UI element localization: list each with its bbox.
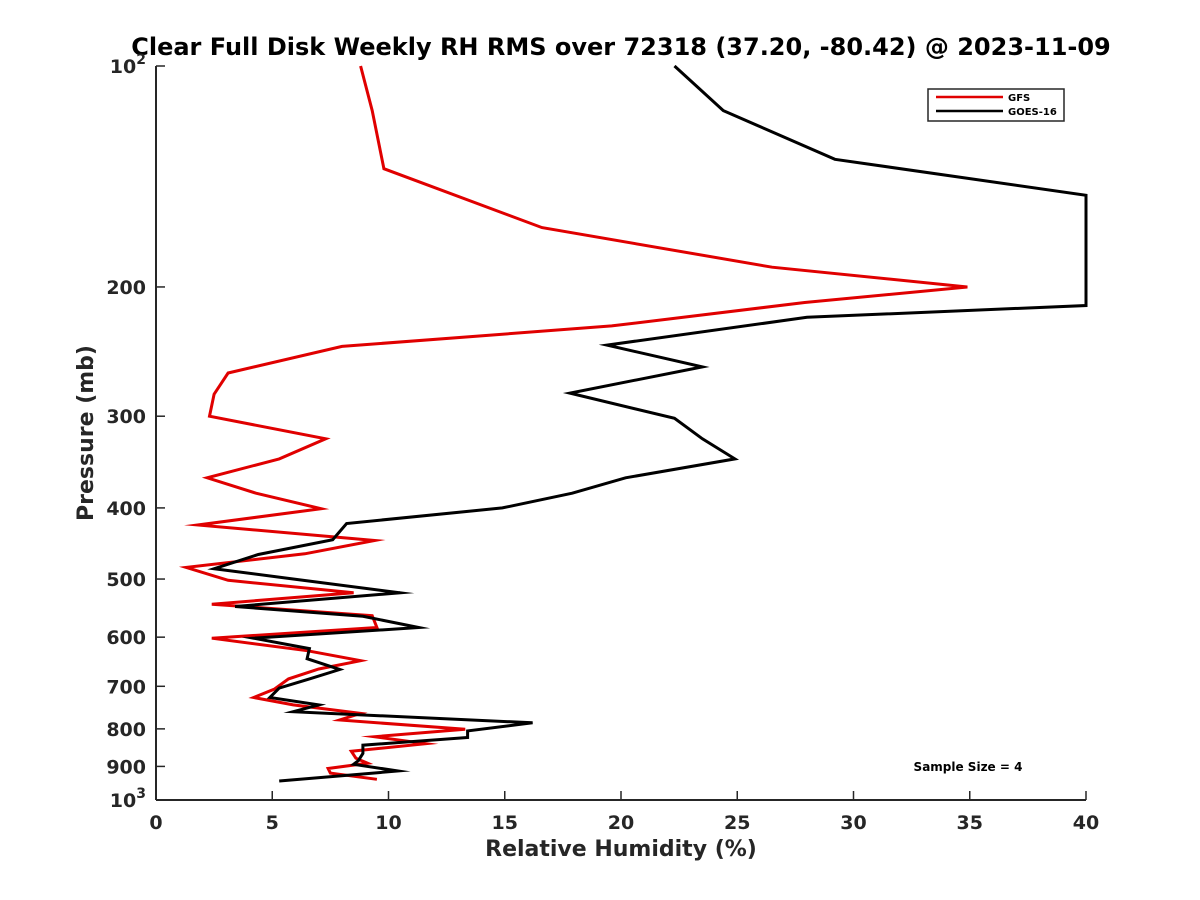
x-axis-label: Relative Humidity (%) <box>485 837 757 862</box>
y-axis-label: Pressure (mb) <box>74 345 99 521</box>
series-line-gfs <box>178 65 968 781</box>
chart-title: Clear Full Disk Weekly RH RMS over 72318… <box>131 33 1111 61</box>
x-tick-label: 20 <box>608 812 634 834</box>
legend-box <box>927 88 1065 122</box>
x-tick-label: 35 <box>957 812 983 834</box>
legend-label: GFS <box>1008 93 1030 104</box>
x-tick-label: 0 <box>149 812 162 834</box>
y-axis-ticks: 102 200 300 400 500 600 700 800 900 103 <box>106 52 165 812</box>
x-tick-label: 15 <box>492 812 518 834</box>
y-tick-label: 102 <box>110 52 146 78</box>
y-tick-label: 103 <box>110 786 146 812</box>
x-tick-label: 5 <box>266 812 279 834</box>
y-tick-label: 400 <box>106 498 146 520</box>
y-tick-label: 700 <box>106 676 146 698</box>
x-tick-label: 40 <box>1073 812 1099 834</box>
x-tick-label: 25 <box>724 812 750 834</box>
y-tick-label: 600 <box>106 627 146 649</box>
y-tick-label: 800 <box>106 719 146 741</box>
series-line-goes-16 <box>207 64 1088 783</box>
y-tick-label: 500 <box>106 569 146 591</box>
legend: GFS GOES-16 <box>927 88 1065 122</box>
series-layer <box>178 64 1088 783</box>
x-tick-label: 10 <box>375 812 401 834</box>
legend-label: GOES-16 <box>1008 107 1057 118</box>
sample-size-annotation: Sample Size = 4 <box>914 760 1023 774</box>
y-tick-label: 900 <box>106 756 146 778</box>
x-tick-label: 30 <box>840 812 866 834</box>
x-axis-ticks: 0 5 10 15 20 25 30 35 40 <box>149 791 1099 834</box>
y-tick-label: 300 <box>106 406 146 428</box>
y-tick-label: 200 <box>106 277 146 299</box>
